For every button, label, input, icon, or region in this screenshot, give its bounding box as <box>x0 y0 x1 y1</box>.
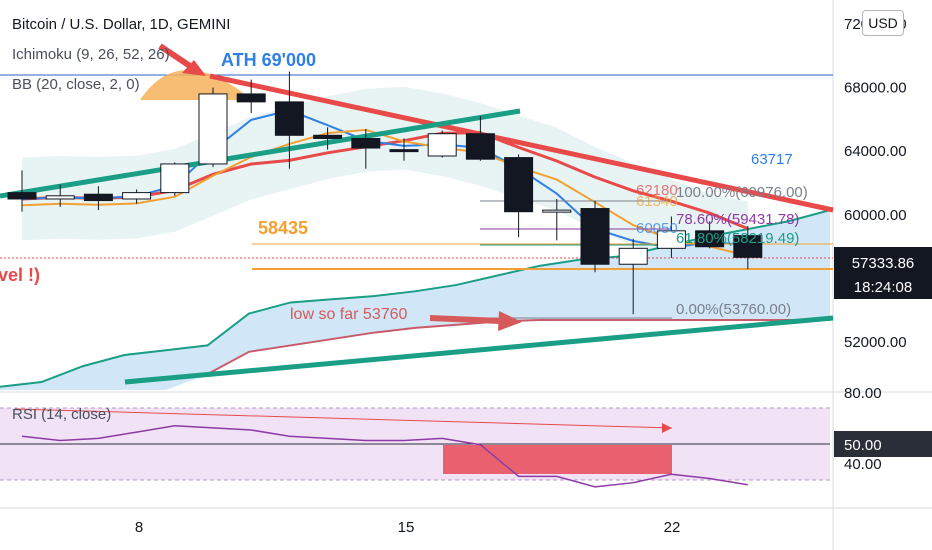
candle-body[interactable] <box>236 93 266 103</box>
candle-body[interactable] <box>122 192 152 200</box>
red-arrow-low-head <box>498 311 522 331</box>
candle-body[interactable] <box>580 208 610 265</box>
price-tick-label: 64000.00 <box>844 143 907 160</box>
fib-618-label: 61.80%(58219.49) <box>676 230 799 247</box>
candle-body[interactable] <box>351 137 381 149</box>
rsi-tick-40: 40.00 <box>844 456 882 473</box>
candle-body[interactable] <box>695 230 725 248</box>
red-arrow-ath-head <box>182 60 206 76</box>
current-price-tag <box>834 247 932 299</box>
green-trendline-lower <box>124 315 834 385</box>
rsi-trendline-head <box>662 423 672 433</box>
level-58435-label: 58435 <box>258 218 308 238</box>
rsi-current-tag <box>834 431 932 457</box>
candle-body[interactable] <box>45 195 75 200</box>
ichimoku-cloud-fill <box>0 210 830 390</box>
countdown-timer: 18:24:08 <box>854 279 912 296</box>
candle-body[interactable] <box>313 134 343 139</box>
ath-label: ATH 69'000 <box>221 50 316 70</box>
level-left-label: vel !) <box>0 265 40 285</box>
red-trendline <box>209 73 834 213</box>
rsi-legend: RSI (14, close) <box>12 406 111 423</box>
price-tick-label: 68000.00 <box>844 80 907 97</box>
currency-button[interactable]: USD <box>862 10 904 36</box>
rsi-tick-80: 80.00 <box>844 385 882 402</box>
candle-body[interactable] <box>427 133 457 157</box>
overlap-label-b: 61340 <box>636 193 678 210</box>
candle-body[interactable] <box>465 133 495 160</box>
fib-0-label: 0.00%(53760.00) <box>676 301 791 318</box>
time-tick-22: 22 <box>664 519 681 536</box>
candle-body[interactable] <box>618 247 648 265</box>
candle-body[interactable] <box>274 101 304 136</box>
time-tick-15: 15 <box>398 519 415 536</box>
ichimoku-legend[interactable]: Ichimoku (9, 26, 52, 26) <box>12 46 170 63</box>
green-trendline-upper <box>0 108 521 199</box>
low-so-far-label: low so far 53760 <box>290 306 408 323</box>
overlap-label-c: 60050 <box>636 220 678 237</box>
rsi-line <box>21 424 748 488</box>
rsi-trendline <box>14 408 673 429</box>
candlestick-series <box>7 71 763 315</box>
time-tick-8: 8 <box>135 519 143 536</box>
rsi-current-value: 50.00 <box>844 437 882 454</box>
price-tick-label: 60000.00 <box>844 207 907 224</box>
candle-body[interactable] <box>389 149 419 153</box>
bollinger-mid-line <box>21 128 749 257</box>
current-price-value: 57333.86 <box>852 255 915 272</box>
candle-body[interactable] <box>733 235 763 258</box>
symbol-title[interactable]: Bitcoin / U.S. Dollar, 1D, GEMINI <box>12 16 231 33</box>
ichimoku-span-a-line <box>0 209 831 388</box>
candle-body[interactable] <box>542 209 572 213</box>
rsi-highlight-box <box>443 445 672 474</box>
bollinger-band-fill <box>22 86 748 285</box>
candle-body[interactable] <box>656 230 686 249</box>
candle-body[interactable] <box>160 163 190 194</box>
candle-body[interactable] <box>83 193 113 202</box>
candle-body[interactable] <box>7 192 37 200</box>
candle-body[interactable] <box>198 93 228 165</box>
fib-786-label: 78.60%(59431.78) <box>676 211 799 228</box>
candle-body[interactable] <box>504 157 534 213</box>
fib-100-label: 100.00%(60976.00) <box>676 184 808 201</box>
value-63717-label: 63717 <box>751 151 793 168</box>
ath-highlight-arc <box>140 70 252 100</box>
bb-legend[interactable]: BB (20, close, 2, 0) <box>12 76 140 93</box>
red-arrow-low <box>429 315 501 324</box>
overlap-label-a: 62180 <box>636 182 678 199</box>
price-tick-label: 52000.00 <box>844 334 907 351</box>
